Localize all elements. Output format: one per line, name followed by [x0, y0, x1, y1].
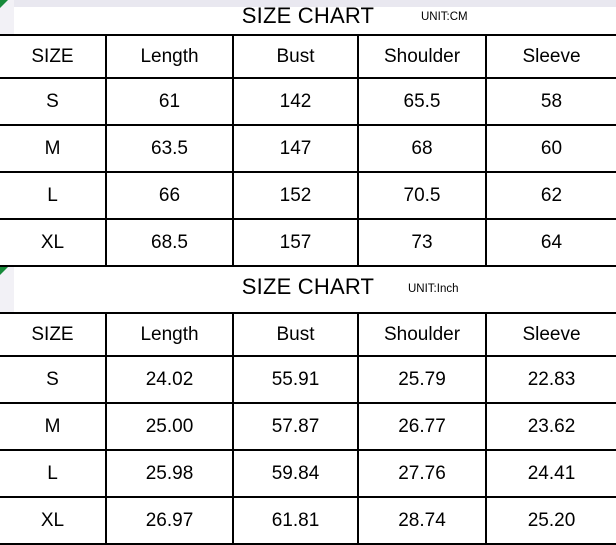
cell-size: M: [0, 403, 107, 451]
cell-size: M: [0, 125, 107, 173]
unit-label-inch: UNIT:Inch: [408, 283, 459, 295]
column-header-length: Length: [106, 35, 234, 79]
cell-shoulder: 65.5: [358, 78, 487, 126]
cell-size: S: [0, 78, 107, 126]
column-header-size: SIZE: [0, 313, 107, 357]
cell-length: 25.00: [106, 403, 234, 451]
cell-comment-marker-icon: [0, 0, 8, 8]
table-row: L 66 152 70.5 62: [0, 172, 616, 220]
size-table-cm: SIZE Length Bust Shoulder Sleeve S 61 14…: [0, 34, 616, 267]
cell-shoulder: 26.77: [358, 403, 487, 451]
cell-size: L: [0, 450, 107, 498]
table-row: L 25.98 59.84 27.76 24.41: [0, 450, 616, 498]
cell-bust: 142: [233, 78, 359, 126]
column-header-shoulder: Shoulder: [358, 35, 487, 79]
cell-bust: 157: [233, 219, 359, 266]
title-band-cm: SIZE CHART UNIT:CM: [0, 0, 616, 34]
table-row: S 24.02 55.91 25.79 22.83: [0, 356, 616, 404]
cell-sleeve: 64: [540, 231, 563, 253]
header-accent-left: [0, 0, 14, 34]
cell-sleeve: 58: [486, 78, 616, 126]
cell-bust: 55.91: [233, 356, 359, 404]
size-table-inch: SIZE Length Bust Shoulder Sleeve S 24.02…: [0, 312, 616, 545]
column-header-bust: Bust: [233, 35, 359, 79]
cell-bust: 57.87: [233, 403, 359, 451]
cell-bust: 147: [233, 125, 359, 173]
cell-length: 66: [106, 172, 234, 220]
cell-length: 61: [106, 78, 234, 126]
cell-shoulder: 70.5: [358, 172, 487, 220]
cell-sleeve: 25.20: [527, 509, 576, 531]
cell-shoulder: 27.76: [358, 450, 487, 498]
cell-sleeve: 24.41: [486, 450, 616, 498]
cell-length: 26.97: [106, 497, 234, 544]
column-header-sleeve: Sleeve: [486, 35, 616, 79]
cell-length: 25.98: [106, 450, 234, 498]
cell-bust: 152: [233, 172, 359, 220]
size-chart-block-inch: SIZE CHART UNIT:Inch SIZE Length Bust Sh…: [0, 267, 616, 545]
size-chart-block-cm: SIZE CHART UNIT:CM SIZE Length Bust Shou…: [0, 0, 616, 267]
cell-shoulder: 73: [358, 219, 487, 266]
column-header-shoulder: Shoulder: [358, 313, 487, 357]
table-row: S 61 142 65.5 58: [0, 78, 616, 126]
cell-sleeve: 22.83: [486, 356, 616, 404]
title-band-inch: SIZE CHART UNIT:Inch: [0, 267, 616, 312]
cell-bust: 61.81: [233, 497, 359, 544]
table-row: M 63.5 147 68 60: [0, 125, 616, 173]
cell-sleeve: 60: [486, 125, 616, 173]
header-accent-left: [0, 267, 14, 312]
column-header-bust: Bust: [233, 313, 359, 357]
cell-bust: 59.84: [233, 450, 359, 498]
cell-sleeve: 23.62: [486, 403, 616, 451]
cell-length: 63.5: [106, 125, 234, 173]
cell-length: 68.5: [106, 219, 234, 266]
column-header-sleeve: Sleeve: [486, 313, 616, 357]
cell-length: 24.02: [106, 356, 234, 404]
table-header-row-inch: SIZE Length Bust Shoulder Sleeve: [0, 313, 616, 357]
cell-shoulder: 28.74: [358, 497, 487, 544]
table-row: XL 68.5 157 73 64: [0, 219, 616, 266]
cell-shoulder: 25.79: [358, 356, 487, 404]
header-accent-strip: [0, 0, 616, 7]
cell-shoulder: 68: [358, 125, 487, 173]
cell-sleeve: 62: [486, 172, 616, 220]
cell-size: S: [0, 356, 107, 404]
column-header-length: Length: [106, 313, 234, 357]
chart-title-inch: SIZE CHART: [241, 274, 375, 299]
table-row: XL 26.97 61.81 28.74 25.20: [0, 497, 616, 544]
column-header-size: SIZE: [0, 35, 107, 79]
table-row: M 25.00 57.87 26.77 23.62: [0, 403, 616, 451]
cell-size: XL: [0, 497, 107, 544]
cell-size: L: [0, 172, 107, 220]
chart-title-cm: SIZE CHART: [241, 3, 375, 28]
cell-comment-marker-icon: [0, 267, 8, 275]
cell-size: XL: [0, 219, 107, 266]
table-header-row-cm: SIZE Length Bust Shoulder Sleeve: [0, 35, 616, 79]
unit-label-cm: UNIT:CM: [421, 11, 468, 23]
